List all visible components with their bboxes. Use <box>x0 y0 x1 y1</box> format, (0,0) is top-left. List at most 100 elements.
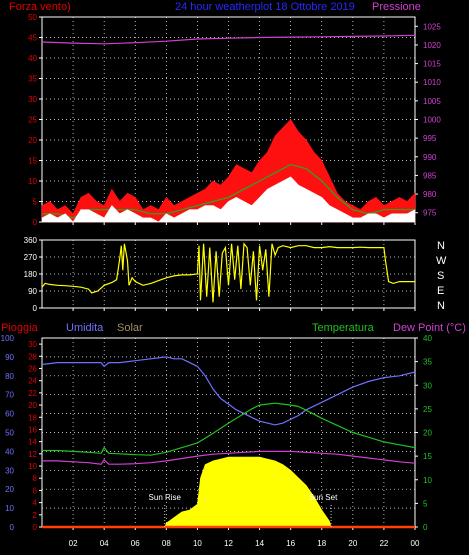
wind-y-tick-label: 0 <box>33 218 38 227</box>
header-center-title: 24 hour weatherplot 18 Ottobre 2019 <box>175 1 355 13</box>
rain-y-tick-label: 12 <box>28 450 37 459</box>
temp-y-tick-label: 25 <box>423 405 432 414</box>
rain-y-tick-label: 6 <box>33 486 38 495</box>
rain-y-tick-label: 18 <box>28 413 37 422</box>
temp-series-solar <box>42 456 415 528</box>
temp-y-tick-label: 40 <box>423 334 432 343</box>
temp-y-tick-label: 20 <box>423 429 432 438</box>
temp-x-tick-label: 00 <box>411 539 420 548</box>
pressure-y-tick-label: 985 <box>423 171 437 180</box>
temperature-humidity-chart: 0102030405060708090100024681012141618202… <box>1 334 433 548</box>
temp-x-tick-label: 06 <box>131 539 140 548</box>
temp-series-temperatura <box>42 402 416 456</box>
humidity-y-tick-label: 80 <box>5 372 14 381</box>
wind-y-tick-label: 10 <box>28 177 37 186</box>
humidity-y-tick-label: 50 <box>5 429 14 438</box>
wind-y-tick-label: 25 <box>28 116 37 125</box>
humidity-y-tick-label: 100 <box>1 334 15 343</box>
header-left-title: Forza vento) <box>9 1 71 13</box>
temp-y-tick-label: 35 <box>423 358 432 367</box>
rain-y-tick-label: 30 <box>28 340 37 349</box>
temp-x-tick-label: 10 <box>193 539 202 548</box>
temp-x-tick-label: 12 <box>224 539 233 548</box>
rain-y-tick-label: 14 <box>28 438 37 447</box>
compass-s: S <box>437 270 444 282</box>
direction-y-tick-label: 180 <box>24 270 38 279</box>
label-temperatura: Temperatura <box>312 322 375 334</box>
header-right-title: Pressione <box>372 1 421 13</box>
pressure-y-tick-label: 1025 <box>423 22 441 31</box>
humidity-y-tick-label: 90 <box>5 353 14 362</box>
wind-y-tick-label: 30 <box>28 95 37 104</box>
temp-x-tick-label: 16 <box>286 539 295 548</box>
temp-x-tick-label: 18 <box>317 539 326 548</box>
pressure-y-tick-label: 1015 <box>423 60 441 69</box>
label-umidita: Umidita <box>66 322 104 334</box>
rain-y-tick-label: 24 <box>28 377 37 386</box>
wind-y-tick-label: 20 <box>28 136 37 145</box>
direction-y-tick-label: 0 <box>33 304 38 313</box>
temp-x-tick-label: 14 <box>255 539 264 548</box>
pressure-y-tick-label: 995 <box>423 134 437 143</box>
wind-y-tick-label: 35 <box>28 75 37 84</box>
temp-x-tick-label: 02 <box>69 539 78 548</box>
sun-rise-label: Sun Rise <box>149 493 182 502</box>
humidity-y-tick-label: 0 <box>10 523 15 532</box>
direction-y-tick-label: 270 <box>24 253 38 262</box>
label-dew-point: Dew Point (°C) <box>393 322 466 334</box>
humidity-y-tick-label: 10 <box>5 504 14 513</box>
direction-series-0 <box>41 242 415 303</box>
pressure-y-tick-label: 980 <box>423 190 437 199</box>
rain-y-tick-label: 4 <box>33 499 38 508</box>
temp-y-tick-label: 0 <box>423 523 428 532</box>
temp-series-dew-point <box>42 450 416 465</box>
temp-x-tick-label: 22 <box>379 539 388 548</box>
compass-n-bottom: N <box>437 300 445 312</box>
temp-series-umidita <box>41 356 416 426</box>
wind-chart: 0510152025303540455097598098599099510001… <box>28 13 441 227</box>
direction-y-tick-label: 360 <box>24 236 38 245</box>
wind-series-2 <box>42 163 415 219</box>
rain-y-tick-label: 26 <box>28 364 37 373</box>
humidity-y-tick-label: 30 <box>5 466 14 475</box>
temp-y-tick-label: 30 <box>423 381 432 390</box>
direction-frame <box>41 239 416 309</box>
pressure-y-tick-label: 1005 <box>423 97 441 106</box>
wind-y-tick-label: 5 <box>33 198 38 207</box>
temp-x-tick-label: 20 <box>348 539 357 548</box>
label-solar: Solar <box>117 322 143 334</box>
label-pioggia: Pioggia <box>1 322 39 334</box>
temp-y-tick-label: 15 <box>423 452 432 461</box>
rain-y-tick-label: 10 <box>28 462 37 471</box>
humidity-y-tick-label: 70 <box>5 391 14 400</box>
rain-y-tick-label: 8 <box>33 474 38 483</box>
compass-n-top: N <box>437 240 445 252</box>
temp-x-tick-label: 08 <box>162 539 171 548</box>
humidity-y-tick-label: 60 <box>5 410 14 419</box>
humidity-y-tick-label: 40 <box>5 447 14 456</box>
pressure-y-tick-label: 975 <box>423 209 437 218</box>
wind-y-tick-label: 45 <box>28 34 37 43</box>
sun-set-label: Sun Set <box>309 493 338 502</box>
compass-w: W <box>436 255 447 267</box>
pressure-y-tick-label: 1010 <box>423 78 441 87</box>
rain-y-tick-label: 16 <box>28 425 37 434</box>
pressure-y-tick-label: 1000 <box>423 116 441 125</box>
rain-y-tick-label: 28 <box>28 352 37 361</box>
temp-y-tick-label: 10 <box>423 476 432 485</box>
pressure-y-tick-label: 990 <box>423 153 437 162</box>
temp-y-tick-label: 5 <box>423 499 428 508</box>
direction-y-tick-label: 90 <box>28 287 37 296</box>
wind-direction-chart: 0 90 180 270 360 <box>24 236 416 313</box>
temp-x-tick-label: 04 <box>100 539 109 548</box>
rain-y-tick-label: 22 <box>28 389 37 398</box>
rain-y-tick-label: 2 <box>33 511 38 520</box>
wind-series-1 <box>41 119 416 223</box>
humidity-y-tick-label: 20 <box>5 485 14 494</box>
rain-y-tick-label: 0 <box>33 523 38 532</box>
wind-y-tick-label: 50 <box>28 13 37 22</box>
compass-e: E <box>437 285 444 297</box>
pressure-y-tick-label: 1020 <box>423 41 441 50</box>
wind-y-tick-label: 40 <box>28 54 37 63</box>
